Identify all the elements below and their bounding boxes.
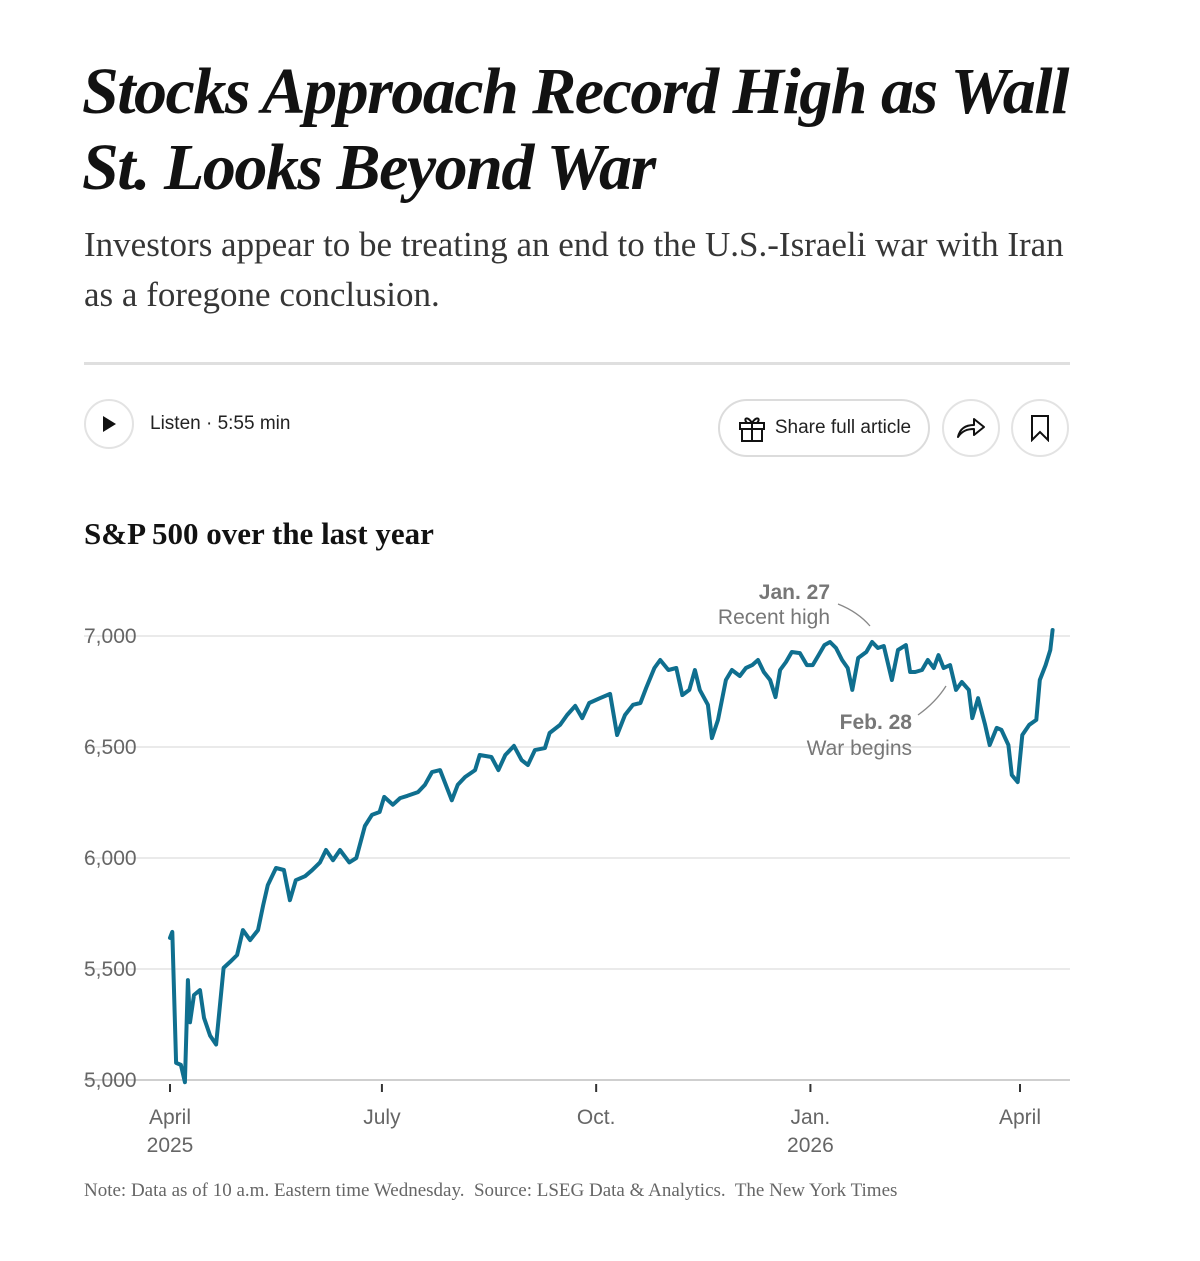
listen-button[interactable]: Listen · 5:55 min [84, 399, 290, 449]
share-arrow-icon [957, 418, 985, 438]
annotation-leader [837, 603, 871, 627]
annotation-date: Feb. 28 [840, 711, 913, 734]
x-tick-sublabel: 2026 [787, 1134, 834, 1157]
x-tick-label: July [363, 1106, 401, 1129]
share-label: Share full article [774, 417, 912, 438]
annotation-date: Jan. 27 [759, 581, 830, 604]
x-tick-label: April [149, 1106, 191, 1129]
x-tick-label: Oct. [577, 1106, 616, 1129]
x-tick-label: Jan. [791, 1106, 831, 1129]
divider [84, 362, 1070, 365]
annotation-text: War begins [807, 737, 912, 760]
x-tick-sublabel: 2025 [147, 1134, 194, 1157]
y-tick-label: 7,000 [84, 625, 137, 648]
gift-icon [738, 417, 765, 442]
headline: Stocks Approach Record High as Wall St. … [82, 55, 1069, 204]
annotation-text: Recent high [718, 606, 830, 629]
y-tick-label: 6,500 [84, 736, 137, 759]
y-tick-label: 6,000 [84, 847, 137, 870]
annotation-leader [917, 685, 947, 716]
listen-label: Listen · 5:55 min [150, 413, 291, 434]
sp500-series-line [168, 628, 1055, 1085]
x-tick-label: April [999, 1106, 1041, 1129]
chart-title: S&P 500 over the last year [84, 516, 434, 551]
share-full-article-button[interactable]: Share full article [718, 399, 930, 457]
share-button[interactable] [942, 399, 1000, 457]
y-tick-label: 5,000 [84, 1069, 137, 1092]
article-summary: Investors appear to be treating an end t… [84, 225, 1064, 314]
y-tick-label: 5,500 [84, 958, 137, 981]
play-icon [84, 399, 134, 449]
chart-note: Note: Data as of 10 a.m. Eastern time We… [84, 1180, 898, 1201]
bookmark-icon [1031, 415, 1049, 442]
save-bookmark-button[interactable] [1011, 399, 1069, 457]
sp500-line-chart: 7,000 6,500 6,000 5,500 5,000 April 2025 July Oc… [84, 581, 1070, 1157]
